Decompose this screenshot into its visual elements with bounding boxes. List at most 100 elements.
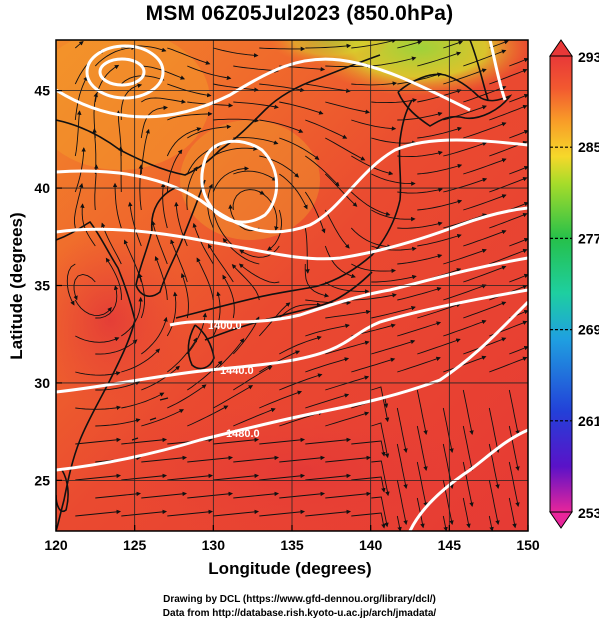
- streamline: [463, 85, 507, 103]
- streamline: [222, 274, 235, 319]
- streamline: [305, 357, 350, 373]
- streamline: [187, 455, 233, 463]
- x-tick-label: 120: [44, 537, 68, 553]
- streamline: [118, 146, 123, 193]
- streamline: [187, 405, 229, 427]
- streamline: [443, 105, 487, 121]
- streamline: [259, 473, 305, 481]
- y-axis-ticks: 25 30 35 40 45: [34, 83, 62, 488]
- streamline: [351, 119, 397, 131]
- streamline: [66, 263, 76, 306]
- streamline: [279, 137, 320, 160]
- colorbar-tick-label: 277: [578, 230, 599, 246]
- streamline: [75, 405, 122, 410]
- streamline: [397, 111, 443, 121]
- streamline: [417, 51, 462, 67]
- streamline: [509, 129, 528, 139]
- streamline: [463, 194, 507, 211]
- streamline: [488, 479, 500, 525]
- streamline: [488, 515, 494, 531]
- streamline: [443, 141, 488, 157]
- streamline: [279, 491, 325, 499]
- streamline: [325, 491, 371, 499]
- streamline: [417, 89, 462, 103]
- streamline: [233, 101, 279, 109]
- streamline: [207, 243, 234, 283]
- streamline: [187, 491, 233, 499]
- streamline: [351, 40, 397, 49]
- streamline: [74, 110, 82, 157]
- streamline: [351, 263, 396, 274]
- streamline: [167, 384, 207, 409]
- streamline: [508, 389, 520, 435]
- streamline: [259, 46, 306, 52]
- streamline: [239, 245, 280, 258]
- contour-label-1440: 1440.0: [220, 365, 254, 377]
- streamline: [325, 340, 370, 355]
- streamline: [167, 473, 213, 481]
- streamline: [80, 203, 96, 247]
- streamline: [167, 111, 213, 121]
- contour-label-1400: 1400.0: [208, 320, 242, 332]
- streamline: [167, 509, 213, 517]
- streamline: [397, 253, 443, 265]
- streamline: [192, 222, 214, 265]
- contour-1480: [56, 300, 528, 472]
- coastline-taiwan: [56, 469, 69, 513]
- contour-1440: [56, 288, 528, 394]
- colorbar: 293 285 277 269 261 253: [549, 39, 599, 529]
- streamline: [186, 166, 198, 211]
- streamline: [180, 273, 189, 319]
- streamline: [325, 455, 371, 463]
- contour-low-northwest-inner: [98, 57, 146, 87]
- streamline: [442, 515, 448, 531]
- streamline: [371, 137, 417, 146]
- streamline: [462, 497, 471, 529]
- streamline: [187, 124, 232, 139]
- streamline: [238, 263, 280, 284]
- colorbar-body: [549, 55, 573, 513]
- streamline: [325, 309, 371, 319]
- streamline: [121, 509, 167, 517]
- streamline: [417, 126, 462, 139]
- streamline: [489, 104, 528, 121]
- streamline: [325, 63, 372, 69]
- streamline: [74, 299, 112, 316]
- streamline: [351, 357, 396, 373]
- contour-east-north: [488, 40, 507, 101]
- contour-1400: [169, 256, 528, 327]
- streamline: [397, 287, 442, 301]
- streamline: [371, 98, 417, 104]
- streamline: [351, 512, 386, 529]
- streamline: [259, 509, 305, 517]
- streamline: [508, 425, 520, 471]
- streamline: [75, 473, 121, 481]
- streamline: [442, 407, 454, 453]
- streamline: [279, 335, 322, 355]
- streamline: [233, 455, 279, 463]
- streamline: [508, 461, 520, 507]
- streamline: [396, 515, 402, 531]
- streamline: [121, 348, 161, 373]
- streamline: [324, 245, 356, 278]
- streamline: [324, 173, 358, 207]
- streamline: [127, 201, 142, 247]
- streamline: [213, 47, 259, 58]
- streamline: [463, 122, 507, 139]
- colorbar-tick-label: 285: [578, 139, 599, 155]
- streamline: [151, 220, 168, 265]
- x-tick-label: 150: [516, 537, 540, 553]
- streamline: [233, 366, 273, 391]
- streamline: [397, 72, 442, 85]
- streamline: [174, 201, 188, 247]
- y-tick-label: 30: [34, 375, 50, 391]
- streamline: [213, 146, 258, 157]
- streamline: [463, 229, 507, 247]
- streamline: [371, 422, 390, 459]
- streamline: [75, 509, 121, 517]
- streamline: [160, 182, 168, 229]
- streamline: [75, 335, 120, 343]
- streamline: [397, 187, 443, 194]
- contour-north-2: [56, 138, 528, 234]
- contour-label-1480: 1480.0: [226, 428, 260, 440]
